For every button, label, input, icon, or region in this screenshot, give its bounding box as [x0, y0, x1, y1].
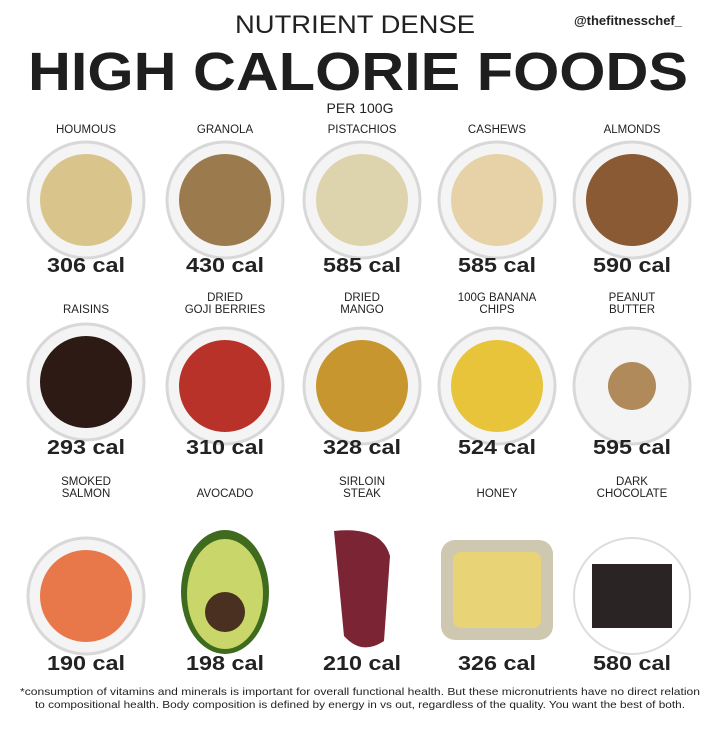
food-image: [40, 154, 132, 246]
calories: 210 cal: [323, 653, 401, 675]
food-label: SMOKED: [61, 476, 111, 488]
calories: 326 cal: [458, 653, 536, 675]
food-label: CASHEWS: [468, 124, 526, 136]
food-label: DRIED: [207, 292, 243, 304]
food-image: [40, 336, 132, 428]
calories: 585 cal: [323, 255, 401, 277]
unit: PER 100G: [327, 100, 394, 116]
calories: 590 cal: [593, 255, 671, 277]
food-label: AVOCADO: [197, 488, 254, 500]
calories: 595 cal: [593, 437, 671, 459]
title: HIGH CALORIE FOODS: [28, 42, 688, 102]
food-label: PEANUT: [609, 292, 656, 304]
food-label: BUTTER: [609, 304, 655, 316]
food-label: CHOCOLATE: [597, 488, 668, 500]
food-label: HONEY: [477, 488, 518, 500]
food-label: MANGO: [340, 304, 384, 316]
food-label: GRANOLA: [197, 124, 254, 136]
calories: 198 cal: [186, 653, 264, 675]
calories: 524 cal: [458, 437, 536, 459]
food-label: DRIED: [344, 292, 380, 304]
handle: @thefitnesschef_: [574, 13, 683, 28]
food-image: [586, 154, 678, 246]
food-label: HOUMOUS: [56, 124, 116, 136]
calories: 328 cal: [323, 437, 401, 459]
food-label: 100G BANANA: [458, 292, 537, 304]
footnote-line: *consumption of vitamins and minerals is…: [20, 686, 700, 698]
food-label: PISTACHIOS: [328, 124, 397, 136]
food-label: DARK: [616, 476, 648, 488]
food-label: ALMONDS: [604, 124, 661, 136]
food-image: [179, 154, 271, 246]
food-label: STEAK: [343, 488, 381, 500]
food-label: SIRLOIN: [339, 476, 385, 488]
food-image: [334, 530, 390, 648]
food-image: [608, 362, 656, 410]
calories: 585 cal: [458, 255, 536, 277]
calories: 190 cal: [47, 653, 125, 675]
food-image: [451, 154, 543, 246]
calories: 580 cal: [593, 653, 671, 675]
calories: 430 cal: [186, 255, 264, 277]
food-label: CHIPS: [479, 304, 514, 316]
calories: 306 cal: [47, 255, 125, 277]
calories: 293 cal: [47, 437, 125, 459]
subtitle: NUTRIENT DENSE: [235, 11, 475, 39]
calories: 310 cal: [186, 437, 264, 459]
food-image: [316, 154, 408, 246]
food-label: RAISINS: [63, 304, 109, 316]
items: HOUMOUS 306 cal GRANOLA 430 cal PISTACHIOS 58…: [26, 124, 692, 675]
food-image: [179, 340, 271, 432]
food-image: [205, 592, 245, 632]
footnote-line: to compositional health. Body compositio…: [35, 699, 685, 711]
food-label: SALMON: [62, 488, 111, 500]
food-image: [592, 564, 672, 628]
food-image: [316, 340, 408, 432]
food-image: [451, 340, 543, 432]
food-image: [453, 552, 541, 628]
food-label: GOJI BERRIES: [185, 304, 266, 316]
food-image: [40, 550, 132, 642]
